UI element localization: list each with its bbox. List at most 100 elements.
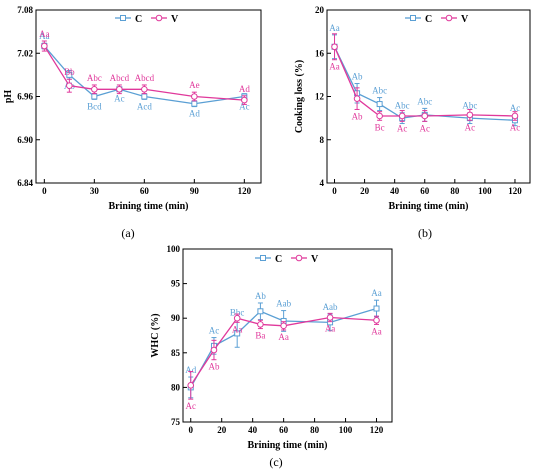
x-tick-label: 40	[248, 425, 258, 435]
data-point-V	[353, 95, 361, 102]
data-label-V: Bb	[64, 67, 75, 77]
series-C: Ad Ac Bbc Ab Aab Aab Aa	[185, 288, 382, 399]
data-point-V	[257, 321, 264, 328]
data-label-V: Ab	[208, 362, 219, 372]
data-point-V	[66, 82, 73, 89]
x-tick-label: 20	[360, 186, 370, 196]
data-point-V	[233, 314, 241, 322]
x-tick-label: 60	[279, 425, 289, 435]
data-point-V	[398, 112, 406, 120]
y-tick-label: 6.84	[17, 178, 33, 188]
x-tick-label: 60	[420, 186, 430, 196]
data-label-V: Ab	[352, 111, 363, 121]
y-tick-label: 8	[320, 135, 325, 145]
data-point-V	[421, 112, 429, 120]
data-label-C: Ab	[352, 72, 363, 82]
data-point-V	[376, 112, 383, 120]
x-tick-label: 100	[478, 186, 492, 196]
data-label-V: Abcd	[135, 73, 155, 83]
x-axis-label: Brining time (min)	[109, 201, 189, 212]
y-tick-label: 90	[171, 313, 181, 323]
x-tick-label: 40	[390, 186, 400, 196]
data-point-C	[234, 330, 241, 337]
data-label-V: Aa	[39, 29, 50, 39]
data-label-C: Ac	[209, 326, 220, 336]
legend-marker-V	[445, 14, 453, 22]
x-tick-label: 0	[188, 425, 193, 435]
data-point-V	[141, 85, 148, 93]
data-label-C: Aa	[371, 288, 382, 298]
data-point-V	[187, 382, 195, 389]
data-label-V: Aa	[278, 332, 289, 342]
chart-panel-3: 75 80 85 90 95 100 0 20 40 60 80 100 120 Brining time…	[150, 244, 393, 469]
y-tick-label: 95	[171, 279, 181, 289]
y-tick-label: 7.02	[17, 48, 33, 58]
legend-label-V: V	[171, 14, 179, 25]
data-label-V: Ac	[465, 122, 476, 132]
x-tick-label: 80	[450, 186, 460, 196]
plot-frame	[182, 248, 393, 423]
data-label-V: Aa	[329, 62, 340, 72]
x-tick-label: 120	[508, 186, 522, 196]
legend-marker-C	[410, 15, 416, 21]
data-point-V	[241, 96, 248, 104]
data-label-C: Aab	[323, 302, 338, 312]
data-point-C	[141, 93, 148, 100]
data-point-C	[191, 100, 198, 107]
x-tick-label: 30	[90, 186, 100, 196]
data-label-C: Aa	[329, 23, 340, 33]
x-axis-label: Brining time (min)	[248, 440, 328, 451]
legend-marker-V	[155, 14, 163, 22]
x-tick-label: 20	[217, 425, 227, 435]
y-tick-label: 75	[171, 417, 181, 427]
data-label-V: Abc	[87, 73, 102, 83]
data-label-V: Abcd	[110, 73, 130, 83]
y-tick-label: 6.96	[17, 92, 33, 102]
y-tick-label: 80	[171, 382, 181, 392]
data-label-C: Ab	[255, 291, 266, 301]
chart-panel-2: 4 8 12 16 20 0 20 40 60 80 100 120 Brining time (min…	[294, 5, 531, 240]
data-point-V	[280, 322, 287, 330]
data-point-C	[373, 305, 380, 312]
legend-marker-C	[120, 15, 126, 21]
legend-label-C: C	[425, 14, 432, 25]
x-tick-label: 0	[332, 186, 337, 196]
x-tick-label: 120	[238, 186, 252, 196]
data-label-V: Ac	[397, 123, 408, 133]
data-label-V: Ac	[510, 122, 521, 132]
data-point-C	[257, 308, 264, 315]
data-label-C: Aa	[39, 31, 50, 41]
data-label-C: Acd	[137, 101, 152, 111]
legend-marker-C	[260, 255, 266, 261]
data-label-C: Ac	[114, 93, 125, 103]
y-tick-label: 12	[315, 92, 325, 102]
data-label-V: Ac	[419, 123, 430, 133]
data-label-V: Aa	[371, 326, 382, 336]
panel-label: (c)	[269, 455, 282, 469]
data-point-V	[373, 316, 380, 324]
x-axis-label: Brining time (min)	[389, 201, 469, 212]
data-label-C: Ac	[510, 103, 521, 113]
x-tick-label: 120	[370, 425, 384, 435]
series-V: Ac Ab Aa Ba Aa Aa Aa	[185, 312, 382, 411]
data-point-V	[210, 346, 218, 354]
legend-label-C: C	[135, 14, 142, 25]
legend-label-V: V	[311, 254, 319, 265]
x-tick-label: 100	[339, 425, 353, 435]
data-point-V	[41, 42, 48, 50]
data-label-C: Ad	[189, 109, 200, 119]
chart-panel-1: 6.84 6.90 6.96 7.02 7.08 0 30 60 90 120 Brining ti…	[3, 5, 262, 240]
x-tick-label: 60	[140, 186, 150, 196]
y-tick-label: 4	[320, 178, 325, 188]
legend-label-C: C	[275, 254, 282, 265]
x-tick-label: 80	[310, 425, 320, 435]
panel-label: (b)	[418, 226, 432, 240]
y-axis-label: Cooking loss (%)	[294, 60, 305, 133]
y-tick-label: 16	[315, 48, 325, 58]
data-label-V: Ba	[255, 331, 265, 341]
data-point-V	[116, 85, 123, 93]
